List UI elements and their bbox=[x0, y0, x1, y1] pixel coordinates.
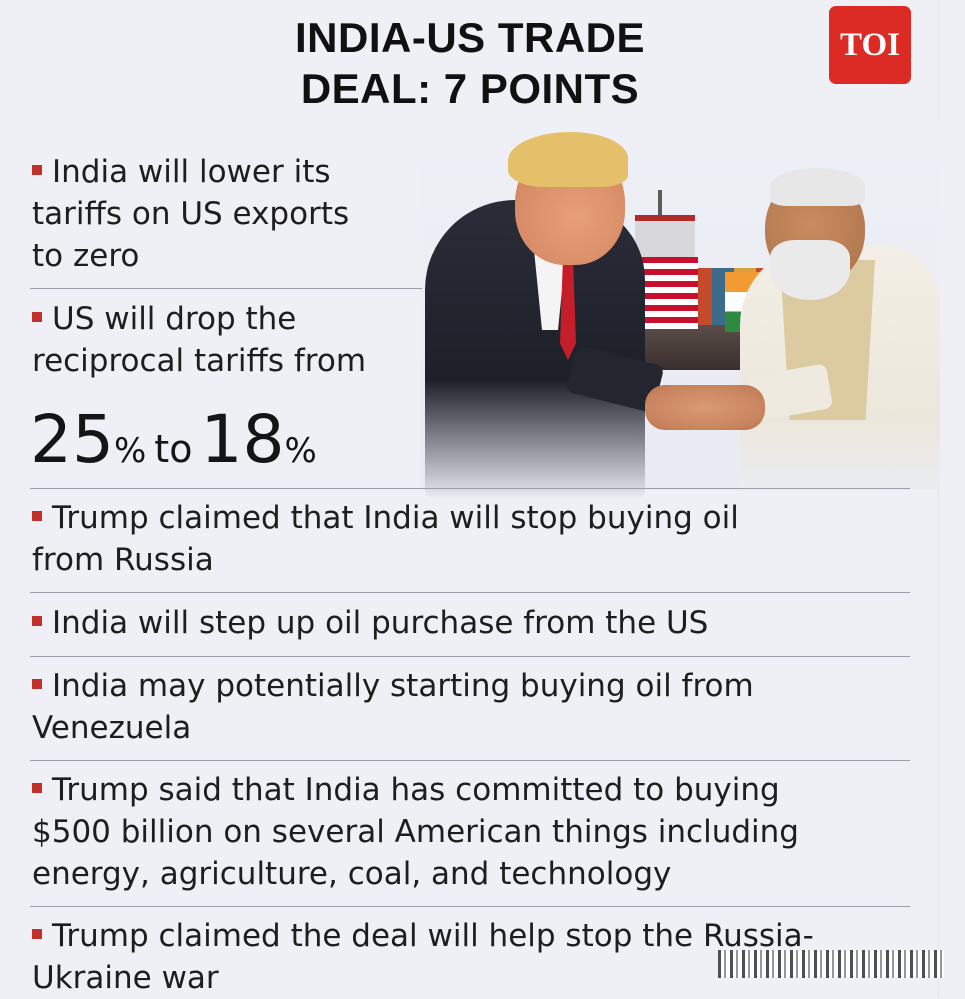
point-3-line-2: from Russia bbox=[32, 542, 214, 578]
bullet-icon bbox=[32, 678, 42, 689]
point-7: Trump claimed the deal will help stop th… bbox=[32, 915, 814, 999]
point-5-line-2: Venezuela bbox=[32, 710, 192, 746]
page-title: INDIA-US TRADE DEAL: 7 POINTS bbox=[200, 12, 740, 114]
handshake bbox=[645, 385, 765, 430]
left-person-hair bbox=[508, 132, 628, 187]
leaders-handshake-photo bbox=[420, 120, 940, 500]
point-3: Trump claimed that India will stop buyin… bbox=[32, 497, 739, 581]
point-1-line-2: tariffs on US exports bbox=[32, 196, 350, 232]
tariff-from-value: 25 bbox=[30, 401, 114, 478]
point-7-line-2: Ukraine war bbox=[32, 960, 219, 996]
point-3-line-1: Trump claimed that India will stop buyin… bbox=[52, 500, 739, 536]
bullet-icon bbox=[32, 615, 42, 626]
tariff-change-figure: 25% to 18% bbox=[30, 400, 317, 480]
divider bbox=[30, 592, 910, 593]
bullet-icon bbox=[32, 510, 42, 521]
point-6-line-2: $500 billion on several American things … bbox=[32, 814, 799, 850]
point-6-line-3: energy, agriculture, coal, and technolog… bbox=[32, 856, 672, 892]
point-2-line-2: reciprocal tariffs from bbox=[32, 343, 367, 379]
point-6: Trump said that India has committed to b… bbox=[32, 769, 799, 895]
bullet-icon bbox=[32, 782, 42, 793]
point-2-line-1: US will drop the bbox=[52, 301, 297, 337]
divider bbox=[30, 760, 910, 761]
divider bbox=[30, 906, 910, 907]
point-7-line-1: Trump claimed the deal will help stop th… bbox=[52, 918, 814, 954]
point-5-line-1: India may potentially starting buying oi… bbox=[52, 668, 754, 704]
point-4-line-1: India will step up oil purchase from the… bbox=[52, 605, 709, 641]
toi-logo: TOI bbox=[829, 6, 911, 84]
point-5: India may potentially starting buying oi… bbox=[32, 665, 754, 749]
title-line-2: DEAL: 7 POINTS bbox=[300, 65, 640, 112]
tariff-to-value: 18 bbox=[200, 401, 285, 478]
tariff-connector: to bbox=[154, 427, 193, 471]
divider bbox=[30, 288, 422, 289]
divider bbox=[30, 488, 910, 489]
point-1-line-3: to zero bbox=[32, 238, 140, 274]
point-4: India will step up oil purchase from the… bbox=[32, 602, 708, 644]
watermark-overlay bbox=[718, 950, 944, 978]
right-person-hair bbox=[770, 168, 865, 206]
bullet-icon bbox=[32, 928, 42, 939]
logo-text: TOI bbox=[840, 26, 900, 63]
bullet-icon bbox=[32, 311, 42, 322]
ship-bridge bbox=[635, 215, 695, 263]
point-1-line-1: India will lower its bbox=[52, 154, 331, 190]
point-6-line-1: Trump said that India has committed to b… bbox=[52, 772, 780, 808]
tariff-to-unit: % bbox=[284, 431, 317, 471]
tariff-from-unit: % bbox=[113, 431, 147, 471]
ship-mast bbox=[658, 190, 662, 220]
title-line-1: INDIA-US TRADE bbox=[295, 14, 645, 61]
right-person-beard bbox=[770, 240, 850, 300]
red-tie bbox=[560, 250, 576, 360]
bullet-icon bbox=[32, 164, 42, 175]
point-1: India will lower its tariffs on US expor… bbox=[32, 151, 349, 277]
divider bbox=[30, 656, 910, 657]
point-2: US will drop the reciprocal tariffs from bbox=[32, 298, 366, 382]
